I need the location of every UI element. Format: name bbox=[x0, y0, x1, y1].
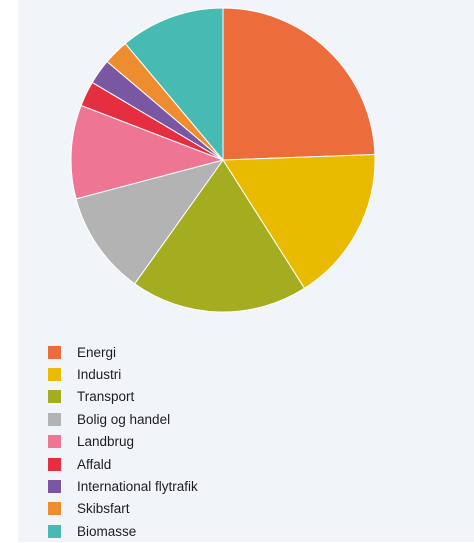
legend-item: Industri bbox=[48, 363, 198, 385]
legend-swatch bbox=[48, 502, 61, 516]
legend-label: Industri bbox=[77, 367, 122, 383]
legend-label: Skibsfart bbox=[77, 501, 130, 517]
legend-swatch bbox=[48, 524, 61, 538]
chart-legend: Energi Industri Transport Bolig og handel La… bbox=[48, 341, 198, 543]
pie-slice-biomasse bbox=[124, 7, 224, 162]
legend-item: Bolig og handel bbox=[48, 408, 198, 430]
pie-slice-transport bbox=[134, 159, 306, 313]
pie-slice-bolig-og-handel bbox=[75, 159, 225, 285]
legend-swatch bbox=[48, 368, 61, 382]
legend-swatch bbox=[48, 435, 61, 449]
legend-label: Transport bbox=[77, 389, 135, 405]
legend-label: Landbrug bbox=[77, 434, 135, 450]
legend-item: Biomasse bbox=[48, 520, 198, 542]
legend-item: Energi bbox=[48, 341, 198, 363]
legend-label: Energi bbox=[77, 344, 117, 360]
legend-swatch bbox=[48, 345, 61, 359]
pie-slice-energi bbox=[222, 7, 376, 161]
legend-item: Landbrug bbox=[48, 431, 198, 453]
legend-swatch bbox=[48, 480, 61, 494]
legend-item: International flytrafik bbox=[48, 475, 198, 497]
legend-label: International flytrafik bbox=[77, 479, 198, 495]
pie-slice-landbrug bbox=[70, 104, 225, 200]
legend-swatch bbox=[48, 412, 61, 426]
legend-swatch bbox=[48, 390, 61, 404]
legend-label: Bolig og handel bbox=[77, 411, 171, 427]
legend-item: Transport bbox=[48, 386, 198, 408]
pie-slice-industri bbox=[222, 153, 376, 290]
legend-item: Skibsfart bbox=[48, 498, 198, 520]
legend-label: Affald bbox=[77, 456, 112, 472]
legend-label: Biomasse bbox=[77, 523, 137, 539]
legend-swatch bbox=[48, 457, 61, 471]
legend-item: Affald bbox=[48, 453, 198, 475]
